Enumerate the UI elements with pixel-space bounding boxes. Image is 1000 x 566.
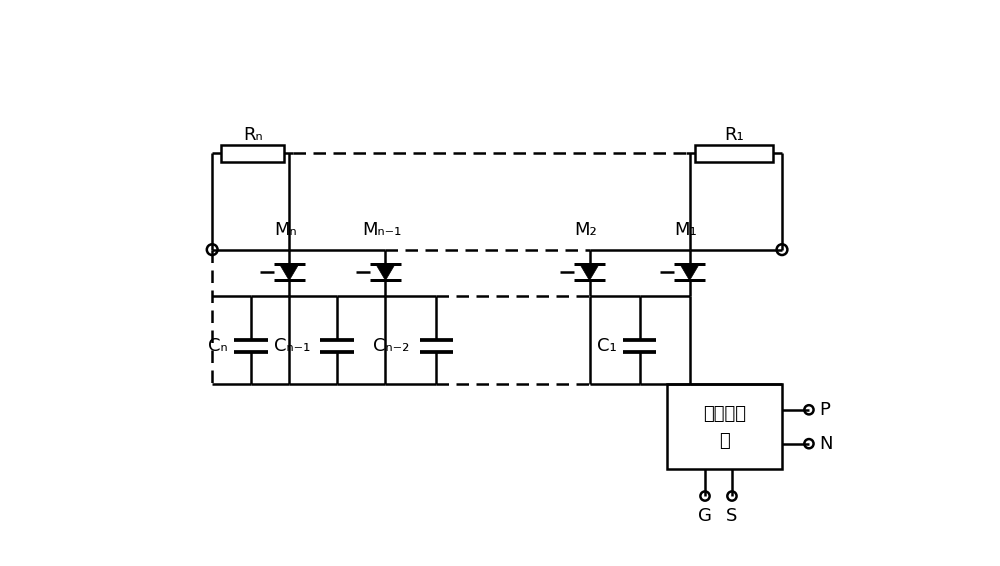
Text: S: S <box>726 507 738 525</box>
Text: N: N <box>819 435 832 453</box>
FancyBboxPatch shape <box>695 145 773 162</box>
Text: Mₙ₋₁: Mₙ₋₁ <box>362 221 401 239</box>
Text: Cₙ₋₁: Cₙ₋₁ <box>274 337 310 355</box>
Text: P: P <box>819 401 830 419</box>
Text: Cₙ: Cₙ <box>208 337 228 355</box>
Text: G: G <box>698 507 712 525</box>
Polygon shape <box>375 264 395 280</box>
Polygon shape <box>680 264 700 280</box>
Text: 器: 器 <box>719 432 730 449</box>
FancyBboxPatch shape <box>221 145 284 162</box>
Text: M₂: M₂ <box>574 221 597 239</box>
Polygon shape <box>279 264 299 280</box>
Text: Mₙ: Mₙ <box>274 221 297 239</box>
FancyBboxPatch shape <box>666 384 782 469</box>
Polygon shape <box>579 264 600 280</box>
Text: R₁: R₁ <box>724 126 744 144</box>
Text: C₁: C₁ <box>597 337 616 355</box>
Text: M₁: M₁ <box>674 221 697 239</box>
Text: 门极驱动: 门极驱动 <box>703 405 746 423</box>
Text: Rₙ: Rₙ <box>243 126 262 144</box>
Text: Cₙ₋₂: Cₙ₋₂ <box>373 337 410 355</box>
